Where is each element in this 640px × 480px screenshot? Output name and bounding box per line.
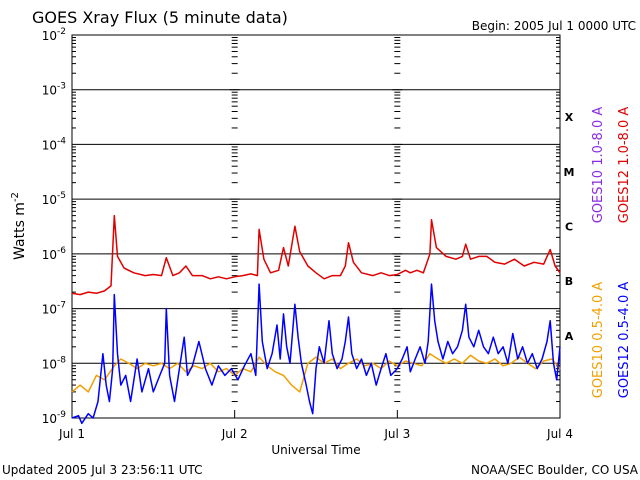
flare-class-label: A [565, 330, 574, 343]
series-line-goes10-0-5-4-0-a [71, 352, 561, 393]
y-tick-base: 10 [42, 138, 57, 152]
y-tick-label: 10-2 [42, 27, 66, 43]
y-tick-exponent: -8 [57, 355, 66, 365]
y-tick-label: 10-7 [42, 301, 66, 317]
y-tick-exponent: -9 [57, 410, 66, 420]
legend-entry: GOES12 0.5-4.0 A [617, 282, 632, 399]
legend-label: GOES12 0.5-4.0 A [617, 282, 632, 399]
y-tick-base: 10 [42, 29, 57, 43]
minor-tick-layer [72, 37, 560, 419]
y-tick-label: 10-6 [42, 246, 67, 262]
legend-entry: GOES10 1.0-8.0 A [591, 107, 606, 224]
x-tick-label: Jul 4 [546, 427, 573, 441]
updated-timestamp: Updated 2005 Jul 3 23:56:11 UTC [2, 463, 202, 477]
legend-label: GOES10 1.0-8.0 A [591, 107, 606, 224]
x-tick-labels: Jul 1 Jul 2 Jul 3 Jul 4 [58, 427, 573, 441]
y-tick-exponent: -2 [57, 27, 66, 37]
y-tick-base: 10 [42, 303, 57, 317]
credit-label: NOAA/SEC Boulder, CO USA [471, 463, 639, 477]
y-tick-label: 10-5 [42, 191, 66, 207]
plot-frame [71, 34, 561, 419]
y-tick-exponent: -6 [57, 246, 66, 256]
y-tick-base: 10 [42, 248, 57, 262]
y-tick-label: 10-9 [42, 410, 67, 426]
legend: GOES10 1.0-8.0 A GOES12 1.0-8.0 A GOES10 0… [591, 107, 632, 399]
begin-label: Begin: 2005 Jul 1 0000 UTC [472, 19, 636, 33]
flare-class-labels: X M C B A [564, 111, 575, 343]
legend-label: GOES12 1.0-8.0 A [617, 107, 632, 224]
y-tick-exponent: -3 [57, 82, 66, 92]
x-tick-label: Jul 2 [221, 427, 248, 441]
y-tick-base: 10 [42, 357, 57, 371]
y-tick-label: 10-3 [42, 82, 66, 98]
y-tick-base: 10 [42, 193, 57, 207]
x-axis-title: Universal Time [271, 443, 360, 457]
grid-layer [72, 89, 560, 364]
flare-class-label: M [564, 166, 575, 179]
y-tick-base: 10 [42, 84, 57, 98]
y-tick-exponent: -5 [57, 191, 66, 201]
y-axis-title-group: Watts m-2 [10, 192, 28, 260]
x-tick-label: Jul 1 [58, 427, 85, 441]
y-axis-title-exponent: -2 [10, 192, 21, 202]
flare-class-label: B [565, 275, 573, 288]
legend-entry: GOES12 1.0-8.0 A [617, 107, 632, 224]
chart-title: GOES Xray Flux (5 minute data) [32, 8, 288, 27]
y-tick-exponent: -4 [57, 136, 66, 146]
y-tick-label: 10-4 [42, 136, 67, 152]
y-tick-label: 10-8 [42, 355, 67, 371]
series-line-goes12-1-0-8-0-a [71, 214, 561, 296]
legend-entry: GOES10 0.5-4.0 A [591, 282, 606, 399]
y-tick-labels: 10-210-310-410-510-610-710-810-9 [42, 27, 67, 426]
flare-class-label: C [565, 221, 573, 234]
y-axis-title: Watts m-2 [10, 192, 28, 260]
y-axis-title-main: Watts m [12, 202, 28, 260]
legend-label: GOES10 0.5-4.0 A [591, 282, 606, 399]
x-tick-label: Jul 3 [383, 427, 410, 441]
series-line-goes12-0-5-4-0-a [71, 283, 561, 425]
flare-class-label: X [565, 111, 574, 124]
y-tick-base: 10 [42, 412, 57, 426]
y-tick-exponent: -7 [57, 301, 66, 311]
series-layer [71, 214, 561, 425]
